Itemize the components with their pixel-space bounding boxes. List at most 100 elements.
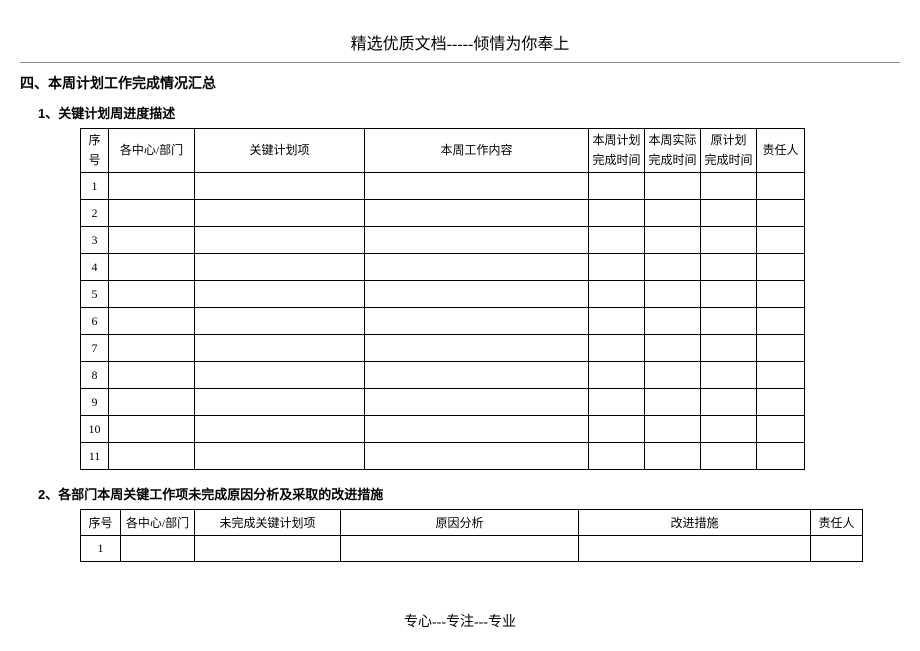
progress-table: 序 号 各中心/部门 关键计划项 本周工作内容 本周计划 完成时间 本周实际 完… <box>80 128 805 470</box>
cell <box>757 335 805 362</box>
cell <box>701 335 757 362</box>
cell <box>109 335 195 362</box>
table-row: 5 <box>81 281 805 308</box>
cell <box>701 281 757 308</box>
cell <box>365 362 589 389</box>
page-header: 精选优质文档-----倾情为你奉上 <box>20 30 900 54</box>
cell <box>195 335 365 362</box>
table-row: 4 <box>81 254 805 281</box>
table-row: 6 <box>81 308 805 335</box>
col-seq2: 序号 <box>81 510 121 536</box>
col-plan-time: 本周计划 完成时间 <box>589 129 645 173</box>
col-t3-l1: 原计划 <box>710 133 746 147</box>
col-t1-l2: 完成时间 <box>592 153 640 167</box>
seq-cell: 11 <box>81 443 109 470</box>
cell <box>109 308 195 335</box>
cell <box>365 254 589 281</box>
cell <box>589 335 645 362</box>
col-orig-time: 原计划 完成时间 <box>701 129 757 173</box>
col-t2-l2: 完成时间 <box>648 153 696 167</box>
cell <box>195 443 365 470</box>
cell <box>365 281 589 308</box>
cell <box>701 416 757 443</box>
cell <box>589 254 645 281</box>
seq-cell: 7 <box>81 335 109 362</box>
table-row: 10 <box>81 416 805 443</box>
cell <box>589 389 645 416</box>
sub2-title: 2、各部门本周关键工作项未完成原因分析及采取的改进措施 <box>38 484 900 503</box>
table-row: 2 <box>81 200 805 227</box>
cell <box>645 443 701 470</box>
cell <box>645 416 701 443</box>
seq-cell: 8 <box>81 362 109 389</box>
cell <box>589 281 645 308</box>
cell <box>811 536 863 562</box>
seq-cell: 1 <box>81 536 121 562</box>
cell <box>589 227 645 254</box>
cell <box>195 416 365 443</box>
cell <box>589 416 645 443</box>
cell <box>109 254 195 281</box>
cell <box>757 227 805 254</box>
col-plan: 关键计划项 <box>195 129 365 173</box>
col-actual-time: 本周实际 完成时间 <box>645 129 701 173</box>
cell <box>645 173 701 200</box>
cell <box>757 443 805 470</box>
cell <box>589 200 645 227</box>
cell <box>365 308 589 335</box>
seq-cell: 2 <box>81 200 109 227</box>
cell <box>365 416 589 443</box>
cell <box>365 173 589 200</box>
cell <box>341 536 579 562</box>
cell <box>701 308 757 335</box>
cell <box>589 362 645 389</box>
cell <box>645 227 701 254</box>
cell <box>701 200 757 227</box>
sub1-title: 1、关键计划周进度描述 <box>38 103 900 122</box>
cell <box>645 389 701 416</box>
table-row: 3 <box>81 227 805 254</box>
col-seq-l2: 号 <box>88 153 100 167</box>
cell <box>195 281 365 308</box>
cell <box>195 308 365 335</box>
seq-cell: 9 <box>81 389 109 416</box>
cell <box>757 362 805 389</box>
cell <box>701 173 757 200</box>
cell <box>579 536 811 562</box>
table-row: 7 <box>81 335 805 362</box>
cell <box>109 200 195 227</box>
cell <box>645 200 701 227</box>
cell <box>757 200 805 227</box>
cell <box>195 254 365 281</box>
table-header-row: 序 号 各中心/部门 关键计划项 本周工作内容 本周计划 完成时间 本周实际 完… <box>81 129 805 173</box>
cell <box>701 389 757 416</box>
cell <box>645 281 701 308</box>
cell <box>589 173 645 200</box>
cell <box>757 281 805 308</box>
cell <box>757 254 805 281</box>
col-dept: 各中心/部门 <box>109 129 195 173</box>
seq-cell: 4 <box>81 254 109 281</box>
cell <box>121 536 195 562</box>
seq-cell: 1 <box>81 173 109 200</box>
cell <box>109 389 195 416</box>
page-footer: 专心---专注---专业 <box>0 611 920 631</box>
cell <box>701 443 757 470</box>
cell <box>109 443 195 470</box>
cell <box>195 173 365 200</box>
cell <box>365 227 589 254</box>
cell <box>195 389 365 416</box>
table-row: 1 <box>81 536 863 562</box>
col-seq: 序 号 <box>81 129 109 173</box>
seq-cell: 3 <box>81 227 109 254</box>
cell <box>195 227 365 254</box>
col-action: 改进措施 <box>579 510 811 536</box>
cell <box>109 281 195 308</box>
cell <box>645 308 701 335</box>
col-owner2: 责任人 <box>811 510 863 536</box>
col-seq-l1: 序 <box>88 133 100 147</box>
cell <box>365 443 589 470</box>
cell <box>701 254 757 281</box>
cell <box>195 536 341 562</box>
cell <box>645 335 701 362</box>
